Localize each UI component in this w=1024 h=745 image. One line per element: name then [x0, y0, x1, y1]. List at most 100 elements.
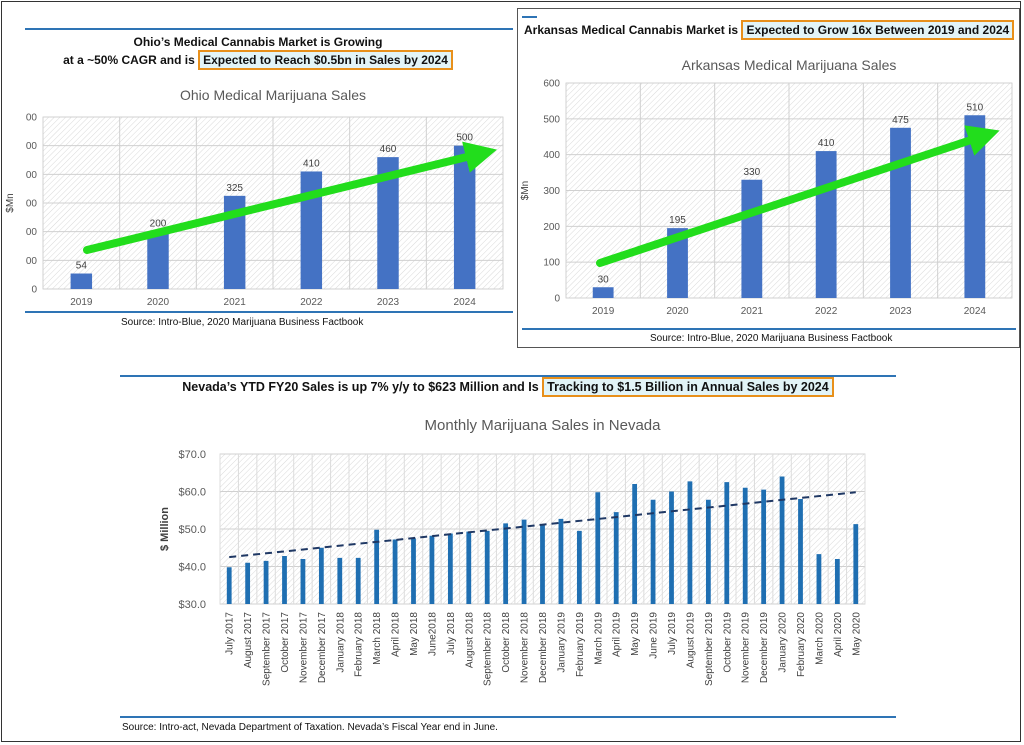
nevada-chart: Monthly Marijuana Sales in Nevada $30.0 $4…	[159, 417, 866, 686]
y-tick-label: 00	[26, 113, 38, 124]
ohio-heading-highlight: Expected to Reach $0.5bn in Sales by 202…	[198, 50, 453, 70]
arkansas-heading: Arkansas Medical Cannabis Market is Expe…	[524, 20, 1015, 40]
y-tick-label: 00	[26, 141, 38, 152]
x-tick-label: March 2020	[814, 612, 825, 665]
ohio-heading-text: at a ~50% CAGR and is	[63, 53, 199, 67]
nevada-bottom-rule	[120, 716, 896, 718]
x-tick-label: December 2018	[538, 612, 549, 684]
ohio-heading-line1: Ohio’s Medical Cannabis Market is Growin…	[133, 35, 383, 49]
bar	[337, 557, 343, 604]
arkansas-heading-highlight: Expected to Grow 16x Between 2019 and 20…	[741, 20, 1015, 40]
nevada-heading: Nevada’s YTD FY20 Sales is up 7% y/y to …	[118, 377, 898, 397]
bar	[374, 529, 380, 604]
y-tick-label: 300	[543, 186, 560, 197]
ohio-panel: Ohio’s Medical Cannabis Market is Growin…	[3, 12, 513, 332]
bar	[300, 171, 323, 289]
x-tick-label: December 2019	[759, 612, 770, 684]
bar	[890, 127, 911, 299]
x-tick-label: January 2020	[778, 612, 789, 673]
y-axis-label: $Mn	[5, 193, 16, 212]
bar	[429, 535, 435, 604]
ohio-bottom-rule	[25, 311, 513, 313]
bar	[650, 499, 656, 604]
bar	[724, 482, 730, 604]
y-tick-label: 200	[543, 222, 560, 233]
x-tick-label: September 2018	[483, 612, 494, 686]
y-tick-label: 0	[31, 285, 37, 296]
bar	[669, 491, 674, 604]
data-label: 510	[966, 102, 983, 113]
x-tick-label: September 2017	[262, 612, 273, 686]
x-tick-label: 2021	[741, 306, 764, 317]
data-label: 54	[76, 261, 88, 272]
bar	[226, 567, 232, 604]
bar	[742, 487, 748, 604]
x-tick-label: 2020	[147, 297, 170, 308]
x-tick-label: 2024	[964, 306, 987, 317]
bar	[318, 547, 324, 604]
y-tick-label: $30.0	[178, 599, 206, 611]
arkansas-panel: Arkansas Medical Cannabis Market is Expe…	[517, 8, 1020, 348]
bar	[798, 499, 803, 604]
arkansas-source: Source: Intro-Blue, 2020 Marijuana Busin…	[650, 333, 893, 344]
nevada-source: Source: Intro-act, Nevada Department of …	[122, 722, 498, 733]
x-tick-label: August 2018	[464, 612, 475, 669]
bar	[392, 539, 398, 604]
data-label: 410	[818, 138, 835, 149]
data-label: 410	[303, 158, 320, 169]
y-tick-label: 400	[543, 150, 560, 161]
x-tick-label: November 2019	[741, 612, 752, 684]
bar	[816, 554, 822, 604]
x-tick-label: April 2018	[391, 612, 402, 657]
bar	[245, 562, 251, 604]
y-tick-label: 500	[543, 114, 560, 125]
bar	[540, 524, 545, 604]
arkansas-chart: Arkansas Medical Marijuana Sales 0 100 200 3…	[520, 57, 1013, 317]
bar	[779, 476, 785, 604]
x-tick-label: July 2018	[446, 612, 457, 655]
x-tick-label: 2020	[666, 306, 689, 317]
bar	[964, 115, 986, 298]
y-axis-label: $ Million	[159, 507, 171, 551]
x-tick-label: March 2018	[372, 612, 383, 665]
data-label: 460	[380, 144, 397, 155]
bar	[815, 151, 837, 298]
y-tick-label: 0	[554, 294, 560, 305]
x-tick-label: August 2017	[243, 612, 254, 669]
nevada-panel: Nevada’s YTD FY20 Sales is up 7% y/y to …	[118, 372, 898, 740]
x-tick-label: November 2017	[298, 612, 309, 684]
data-label: 330	[743, 167, 760, 178]
bar	[834, 559, 840, 604]
nevada-heading-text: Nevada’s YTD FY20 Sales is up 7% y/y to …	[182, 380, 543, 394]
y-tick-label: $50.0	[178, 524, 206, 536]
y-tick-label: 00	[26, 170, 38, 181]
y-tick-label: 600	[543, 79, 560, 90]
trend-arrow	[596, 125, 1000, 267]
bar	[687, 481, 693, 604]
bar	[484, 530, 490, 604]
bar	[853, 524, 859, 604]
y-tick-label: 00	[26, 227, 38, 238]
y-tick-label: 100	[543, 258, 560, 269]
y-tick-label: $60.0	[178, 487, 206, 499]
bar	[741, 179, 763, 298]
bar	[558, 518, 564, 604]
data-label: 195	[669, 215, 686, 226]
x-tick-label: 2021	[224, 297, 247, 308]
x-tick-label: February 2018	[354, 612, 365, 677]
data-label: 325	[226, 183, 243, 194]
nevada-top-rule	[120, 375, 896, 377]
chart-title: Ohio Medical Marijuana Sales	[180, 87, 366, 103]
x-tick-label: October 2018	[501, 612, 512, 673]
x-tick-label: 2023	[377, 297, 400, 308]
x-tick-label: May 2020	[851, 612, 862, 656]
bar	[263, 560, 269, 604]
data-label: 200	[150, 219, 167, 230]
ohio-source: Source: Intro-Blue, 2020 Marijuana Busin…	[121, 317, 364, 328]
bar	[411, 538, 416, 604]
bar	[521, 519, 527, 604]
x-tick-label: April 2019	[612, 612, 623, 657]
y-axis-label: $Mn	[520, 181, 531, 200]
x-tick-label: January 2018	[335, 612, 346, 673]
x-tick-label: July 2019	[667, 612, 678, 655]
